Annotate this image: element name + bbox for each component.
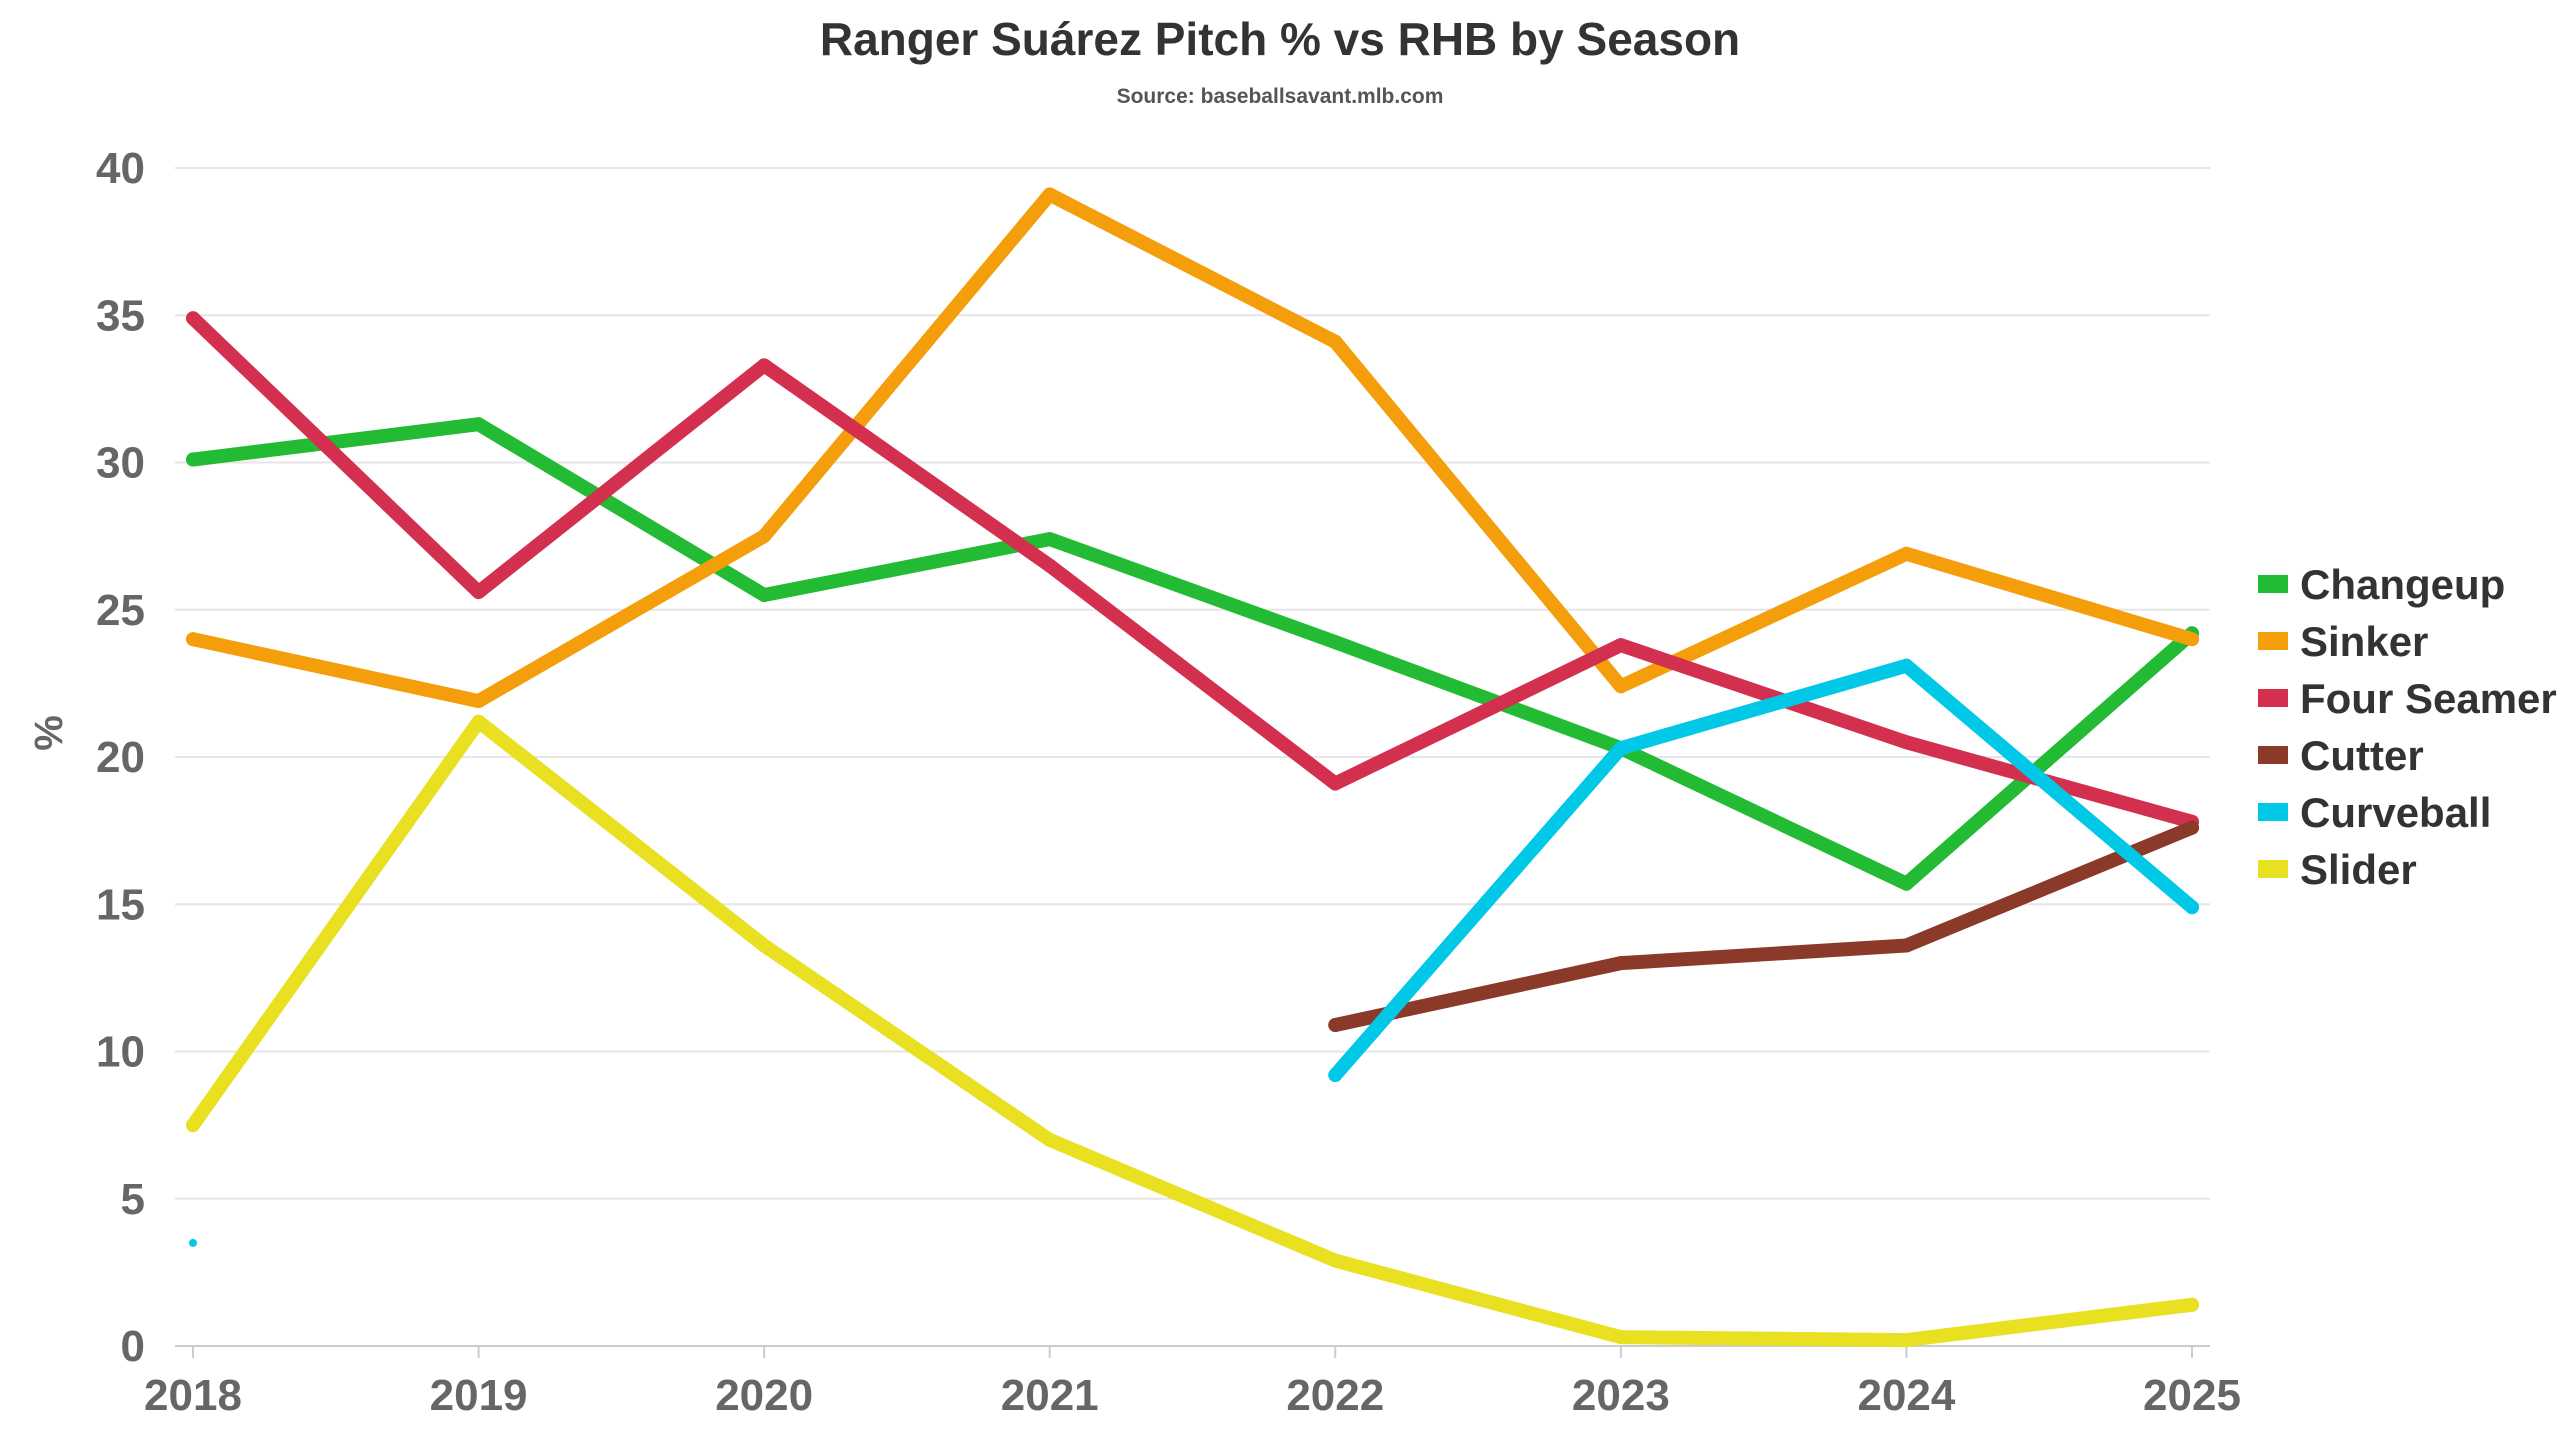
legend-item-sinker[interactable]: Sinker [2258, 618, 2428, 665]
series-line-slider [186, 714, 2199, 1348]
data-point-sinker[interactable] [1613, 679, 1628, 694]
x-tick-label: 2019 [430, 1371, 528, 1420]
legend-item-cutter[interactable]: Cutter [2258, 732, 2424, 779]
y-tick-label: 15 [96, 880, 145, 929]
data-point-curveball[interactable] [1899, 658, 1914, 673]
y-tick-label: 0 [121, 1322, 145, 1371]
data-point-four-seamer[interactable] [757, 358, 772, 373]
data-point-cutter[interactable] [1899, 938, 1914, 953]
data-point-curveball[interactable] [1613, 741, 1628, 756]
data-point-sinker[interactable] [186, 632, 200, 647]
series-curveball [189, 658, 2199, 1247]
data-point-cutter[interactable] [2185, 820, 2199, 835]
data-point-slider[interactable] [1042, 1132, 1057, 1147]
data-point-sinker[interactable] [1899, 546, 1914, 561]
y-tick-label: 40 [96, 144, 145, 193]
data-point-sinker[interactable] [471, 694, 486, 709]
data-point-cutter[interactable] [1328, 1017, 1343, 1032]
data-point-slider[interactable] [2185, 1297, 2199, 1312]
series-line-changeup [186, 417, 2199, 891]
data-point-slider[interactable] [1613, 1330, 1628, 1345]
legend-swatch [2258, 803, 2288, 821]
data-point-changeup[interactable] [1328, 635, 1343, 650]
series-line-four-seamer [186, 311, 2199, 829]
legend-label: Changeup [2300, 561, 2505, 608]
data-point-slider[interactable] [1328, 1253, 1343, 1268]
x-tick-label: 2023 [1572, 1371, 1670, 1420]
legend-swatch [2258, 860, 2288, 878]
y-tick-label: 30 [96, 439, 145, 488]
data-point-four-seamer[interactable] [1328, 776, 1343, 791]
legend-item-changeup[interactable]: Changeup [2258, 561, 2505, 608]
series-changeup [186, 417, 2199, 891]
y-tick-label: 25 [96, 586, 145, 635]
data-point-curveball[interactable] [2185, 900, 2199, 915]
data-point-changeup[interactable] [186, 452, 200, 467]
data-point-changeup[interactable] [757, 588, 772, 603]
legend-swatch [2258, 632, 2288, 650]
series-cutter [1328, 820, 2199, 1032]
data-point-slider[interactable] [471, 714, 486, 729]
legend[interactable]: Changeup Sinker Four Seamer Cutter Curveball… [2258, 561, 2557, 893]
series-line-cutter [1328, 820, 2199, 1032]
y-tick-label: 10 [96, 1028, 145, 1077]
data-point-four-seamer[interactable] [1899, 735, 1914, 750]
series-four-seamer [186, 311, 2199, 829]
legend-item-four-seamer[interactable]: Four Seamer [2258, 675, 2557, 722]
x-tick-label: 2022 [1286, 1371, 1384, 1420]
chart-title: Ranger Suárez Pitch % vs RHB by Season [820, 13, 1740, 65]
x-tick-label: 2021 [1001, 1371, 1099, 1420]
x-tick-label: 2024 [1857, 1371, 1955, 1420]
legend-swatch [2258, 689, 2288, 707]
data-point-sinker[interactable] [757, 529, 772, 544]
data-point-curveball[interactable] [1328, 1068, 1343, 1083]
series-sinker [186, 187, 2199, 709]
data-point-changeup[interactable] [471, 417, 486, 432]
x-tick-label: 2018 [144, 1371, 242, 1420]
data-point-slider[interactable] [186, 1118, 200, 1133]
data-point-slider[interactable] [757, 938, 772, 953]
data-point-sinker[interactable] [1042, 187, 1057, 202]
series-slider [186, 714, 2199, 1348]
legend-label: Slider [2300, 846, 2417, 893]
legend-swatch [2258, 575, 2288, 593]
x-tick-label: 2025 [2143, 1371, 2241, 1420]
data-point-four-seamer[interactable] [1042, 558, 1057, 573]
series-line-curveball [1328, 658, 2199, 1083]
data-point-curveball[interactable] [189, 1238, 197, 1247]
data-point-changeup[interactable] [1042, 532, 1057, 547]
data-point-changeup[interactable] [1899, 876, 1914, 891]
data-point-sinker[interactable] [1328, 334, 1343, 349]
y-tick-label: 20 [96, 733, 145, 782]
series-lines [186, 187, 2199, 1348]
legend-label: Sinker [2300, 618, 2428, 665]
legend-item-slider[interactable]: Slider [2258, 846, 2417, 893]
y-tick-label: 35 [96, 291, 145, 340]
x-tick-label: 2020 [715, 1371, 813, 1420]
data-point-four-seamer[interactable] [1613, 638, 1628, 653]
chart-subtitle: Source: baseballsavant.mlb.com [1117, 85, 1444, 108]
legend-item-curveball[interactable]: Curveball [2258, 789, 2491, 836]
legend-swatch [2258, 746, 2288, 764]
y-tick-label: 5 [121, 1175, 145, 1224]
y-axis-title: % [27, 715, 71, 751]
legend-label: Cutter [2300, 732, 2424, 779]
legend-label: Four Seamer [2300, 675, 2557, 722]
gridlines [175, 167, 2210, 1347]
legend-label: Curveball [2300, 789, 2491, 836]
data-point-four-seamer[interactable] [186, 311, 200, 326]
data-point-slider[interactable] [1899, 1333, 1914, 1348]
data-point-cutter[interactable] [1613, 956, 1628, 971]
data-point-sinker[interactable] [2185, 632, 2199, 647]
series-line-sinker [186, 187, 2199, 709]
data-point-four-seamer[interactable] [471, 585, 486, 600]
